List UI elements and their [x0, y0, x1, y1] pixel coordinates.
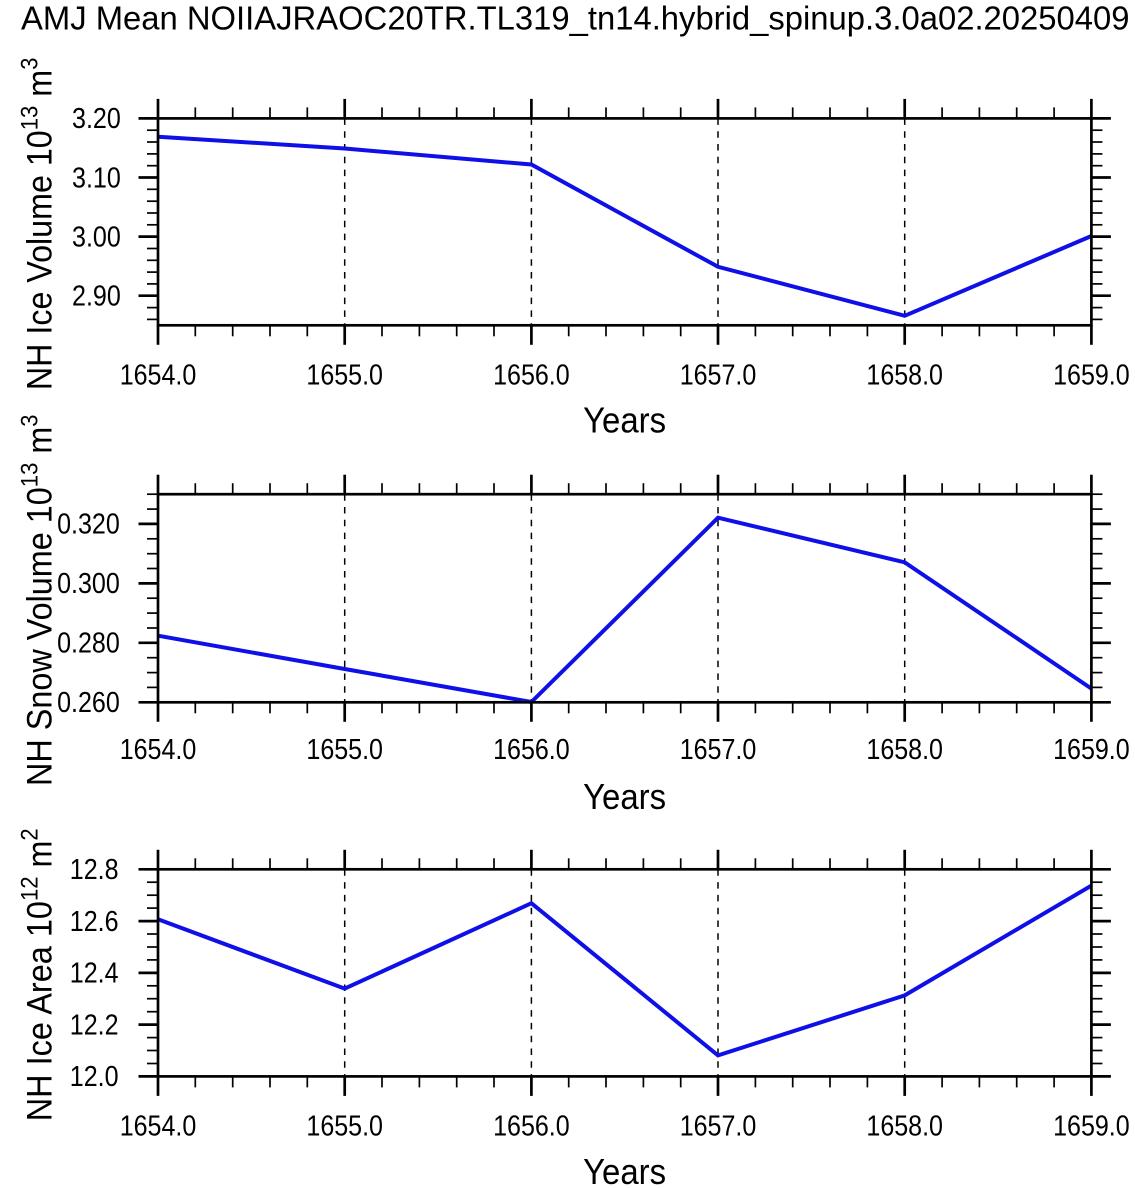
svg-text:12.0: 12.0	[70, 1061, 119, 1093]
svg-text:0.300: 0.300	[57, 568, 120, 600]
svg-text:12.6: 12.6	[70, 906, 119, 938]
svg-text:1657.0: 1657.0	[680, 1111, 757, 1143]
svg-text:13: 13	[16, 463, 43, 488]
svg-text:AMJ Mean NOIIAJRAOC20TR.TL319_: AMJ Mean NOIIAJRAOC20TR.TL319_tn14.hybri…	[21, 0, 1130, 37]
svg-text:1655.0: 1655.0	[306, 360, 383, 392]
svg-text:Years: Years	[583, 776, 666, 817]
svg-text:2: 2	[16, 828, 43, 840]
svg-text:NH Snow Volume 10: NH Snow Volume 10	[20, 487, 59, 786]
svg-text:12.8: 12.8	[70, 854, 119, 886]
svg-text:3.00: 3.00	[72, 221, 121, 253]
svg-text:1654.0: 1654.0	[120, 734, 197, 766]
svg-text:1658.0: 1658.0	[866, 734, 943, 766]
svg-text:0.260: 0.260	[57, 687, 120, 719]
svg-text:3: 3	[16, 415, 43, 427]
svg-text:1658.0: 1658.0	[866, 1111, 943, 1143]
svg-text:0.320: 0.320	[57, 509, 120, 541]
svg-text:1659.0: 1659.0	[1053, 1111, 1130, 1143]
svg-text:1655.0: 1655.0	[306, 1111, 383, 1143]
svg-text:1656.0: 1656.0	[493, 360, 570, 392]
svg-text:3: 3	[16, 58, 43, 70]
svg-text:m: m	[20, 427, 59, 454]
svg-text:1656.0: 1656.0	[493, 1111, 570, 1143]
svg-text:1654.0: 1654.0	[120, 1111, 197, 1143]
svg-text:12.2: 12.2	[70, 1009, 119, 1041]
svg-text:m: m	[20, 841, 59, 868]
svg-text:12: 12	[16, 876, 43, 901]
svg-text:NH Ice Volume 10: NH Ice Volume 10	[20, 130, 59, 390]
svg-text:Years: Years	[583, 400, 666, 441]
svg-text:1659.0: 1659.0	[1053, 734, 1130, 766]
svg-text:1654.0: 1654.0	[120, 360, 197, 392]
svg-text:Years: Years	[583, 1151, 666, 1188]
svg-text:3.10: 3.10	[72, 162, 121, 194]
svg-text:1656.0: 1656.0	[493, 734, 570, 766]
svg-text:1657.0: 1657.0	[680, 734, 757, 766]
svg-text:13: 13	[16, 106, 43, 131]
svg-text:1655.0: 1655.0	[306, 734, 383, 766]
svg-text:NH Ice Area 10: NH Ice Area 10	[20, 901, 59, 1121]
svg-text:m: m	[20, 70, 59, 97]
svg-text:3.20: 3.20	[72, 103, 121, 135]
svg-text:1658.0: 1658.0	[866, 360, 943, 392]
svg-text:2.90: 2.90	[72, 281, 121, 313]
svg-text:0.280: 0.280	[57, 628, 120, 660]
svg-text:12.4: 12.4	[70, 958, 119, 990]
svg-text:1657.0: 1657.0	[680, 360, 757, 392]
svg-text:1659.0: 1659.0	[1053, 360, 1130, 392]
